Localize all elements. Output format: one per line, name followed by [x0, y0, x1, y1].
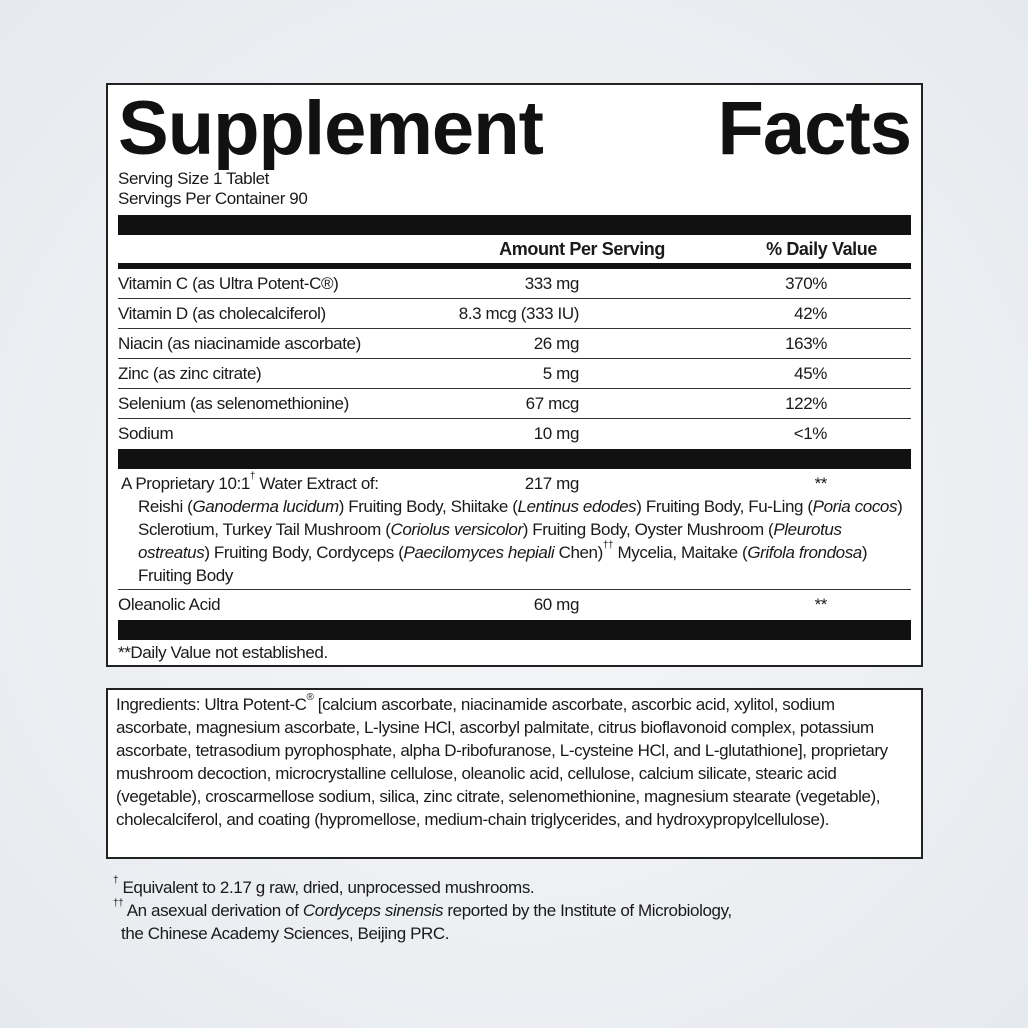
text-segment: An asexual derivation of [123, 901, 303, 920]
text-segment: Ingredients: Ultra Potent-C [116, 695, 307, 714]
text-segment: Mycelia, Maitake ( [613, 543, 748, 562]
nutrient-name: Sodium [118, 424, 174, 443]
nutrient-row: Sodium 10 mg <1% [118, 419, 911, 449]
footnote-dagger: † Equivalent to 2.17 g raw, dried, unpro… [113, 876, 732, 899]
text-segment: ) Fruiting Body, Fu-Ling ( [636, 497, 813, 516]
nutrient-amount: 26 mg [533, 333, 580, 353]
nutrient-name: Selenium (as selenomethionine) [118, 393, 349, 413]
header-daily-value: % Daily Value [766, 239, 877, 259]
nutrient-amount: 8.3 mcg (333 IU) [458, 303, 580, 323]
nutrient-amount: 60 mg [533, 595, 580, 614]
panel-title: Supplement Facts [118, 86, 912, 171]
nutrient-row: Vitamin D (as cholecalciferol) 8.3 mcg (3… [118, 299, 911, 329]
italic-text: Ganoderma lucidum [192, 497, 339, 516]
nutrient-amount: 67 mcg [525, 393, 580, 413]
nutrient-amount: 5 mg [542, 363, 580, 383]
text-segment: Water Extract of: [255, 474, 379, 493]
text-segment: Equivalent to 2.17 g raw, dried, unproce… [118, 878, 535, 897]
nutrient-dv: 42% [794, 303, 827, 323]
divider-bar [118, 620, 911, 640]
italic-text: Poria cocos [812, 497, 898, 516]
nutrient-row: Zinc (as zinc citrate) 5 mg 45% [118, 359, 911, 389]
superscript-mark: †† [602, 540, 614, 551]
blend-description: Reishi (Ganoderma lucidum) Fruiting Body… [121, 495, 911, 587]
italic-text: Coriolus versicolor [390, 520, 524, 539]
nutrient-name: Oleanolic Acid [118, 595, 221, 614]
supplement-facts-panel: Supplement Facts Serving Size 1 Tablet S… [106, 83, 923, 667]
italic-text: Pleurotus ostreatus [138, 520, 842, 562]
superscript-mark: †† [113, 898, 124, 909]
header-amount: Amount Per Serving [499, 239, 665, 259]
dv-footnote: **Daily Value not established. [118, 643, 328, 662]
divider-bar [118, 449, 911, 469]
nutrient-table: Vitamin C (as Ultra Potent-C®) 333 mg 370%… [118, 269, 911, 449]
italic-text: Lentinus edodes [517, 497, 637, 516]
ingredients-panel: Ingredients: Ultra Potent-C® [calcium as… [106, 688, 923, 859]
superscript-mark: † [113, 875, 119, 886]
text-segment: Reishi ( [138, 497, 193, 516]
nutrient-name: Vitamin D (as cholecalciferol) [118, 303, 326, 323]
text-segment: ) Fruiting Body [138, 543, 868, 585]
footnote-double-dagger: †† An asexual derivation of Cordyceps si… [113, 899, 732, 922]
divider-bar [118, 215, 911, 235]
italic-text: Grifola frondosa [747, 543, 862, 562]
superscript-mark: ® [306, 692, 314, 703]
nutrient-name: Niacin (as niacinamide ascorbate) [118, 333, 361, 353]
footnotes: † Equivalent to 2.17 g raw, dried, unpro… [113, 876, 732, 945]
column-headers: Amount Per Serving % Daily Value [118, 235, 911, 263]
nutrient-row: Vitamin C (as Ultra Potent-C®) 333 mg 370% [118, 269, 911, 299]
nutrient-dv: <1% [793, 424, 828, 443]
text-segment: ) Fruiting Body, Cordyceps ( [204, 543, 404, 562]
text-segment: A Proprietary 10:1 [121, 474, 250, 493]
proprietary-blend: A Proprietary 10:1† Water Extract of: 21… [118, 469, 911, 590]
blend-dv: ** [814, 474, 828, 493]
nutrient-row: Niacin (as niacinamide ascorbate) 26 mg 16… [118, 329, 911, 359]
text-segment: Chen) [554, 543, 604, 562]
text-segment: ) Fruiting Body, Oyster Mushroom ( [522, 520, 774, 539]
blend-name: A Proprietary 10:1† Water Extract of: [121, 471, 379, 494]
nutrient-name: Vitamin C (as Ultra Potent-C®) [118, 273, 339, 293]
title-word: Facts [717, 86, 912, 171]
italic-text: Paecilomyces hepiali [403, 543, 555, 562]
text-segment: [calcium ascorbate, niacinamide ascorbat… [116, 695, 888, 829]
nutrient-amount: 333 mg [524, 273, 580, 293]
divider-bar [118, 263, 911, 269]
nutrient-row-oleanolic-acid: Oleanolic Acid 60 mg ** [118, 590, 911, 620]
nutrient-dv: 45% [794, 363, 827, 383]
servings-per-container: Servings Per Container 90 [118, 189, 308, 208]
nutrient-dv: 163% [785, 333, 827, 353]
italic-text: Cordyceps sinensis [302, 901, 444, 920]
nutrient-dv: ** [814, 595, 828, 614]
text-segment: ) Fruiting Body, Shiitake ( [338, 497, 518, 516]
serving-size: Serving Size 1 Tablet [118, 169, 269, 188]
text-segment: reported by the Institute of Microbiolog… [443, 901, 732, 920]
nutrient-name: Zinc (as zinc citrate) [118, 363, 262, 383]
footnote-double-dagger-cont: the Chinese Academy Sciences, Beijing PR… [121, 924, 450, 943]
text-segment: ) Sclerotium, Turkey Tail Mushroom ( [138, 497, 903, 539]
blend-amount: 217 mg [524, 474, 580, 493]
nutrient-row: Selenium (as selenomethionine) 67 mcg 122% [118, 389, 911, 419]
nutrient-dv: 122% [785, 393, 827, 413]
nutrient-dv: 370% [785, 273, 827, 293]
nutrient-amount: 10 mg [533, 424, 580, 443]
title-word: Supplement [118, 86, 544, 171]
superscript-mark: † [249, 471, 256, 482]
